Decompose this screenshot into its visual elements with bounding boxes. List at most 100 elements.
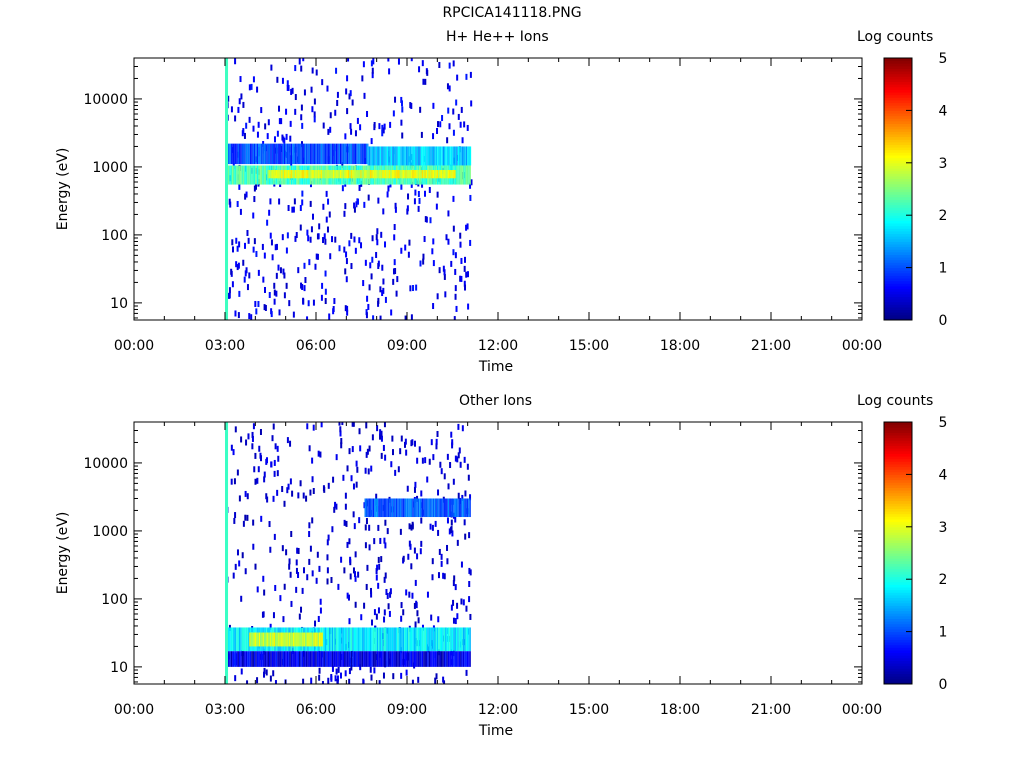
count-cell: [440, 553, 443, 560]
count-cell: [255, 651, 257, 667]
count-cell: [242, 101, 245, 108]
count-cell: [353, 651, 355, 667]
count-cell: [464, 165, 466, 185]
count-cell: [398, 651, 401, 667]
count-cell: [284, 632, 287, 647]
x-axis-label: Time: [478, 359, 513, 375]
count-cell: [264, 632, 266, 647]
count-cell: [256, 477, 259, 484]
count-cell: [400, 146, 402, 166]
count-cell: [418, 446, 421, 453]
count-cell: [352, 511, 355, 518]
count-cell: [275, 272, 278, 279]
count-cell: [371, 627, 373, 652]
colorbar-step: [884, 566, 912, 570]
count-cell: [398, 170, 400, 179]
count-cell: [307, 170, 309, 179]
colorbar-step: [884, 105, 912, 109]
count-cell: [280, 632, 283, 647]
panel-title: H+ He++ Ions: [446, 29, 549, 45]
count-cell: [375, 651, 377, 667]
count-cell: [382, 146, 384, 166]
count-cell: [252, 212, 255, 219]
count-cell: [264, 165, 267, 185]
count-cell: [282, 616, 285, 623]
count-cell: [457, 113, 460, 120]
count-cell: [246, 229, 249, 236]
count-cell: [387, 185, 390, 192]
count-cell: [331, 236, 334, 243]
colorbar-step: [884, 631, 912, 635]
count-cell: [292, 206, 295, 213]
count-cell: [388, 170, 391, 179]
count-cell: [435, 146, 438, 166]
count-cell: [341, 651, 343, 667]
count-cell: [412, 498, 414, 518]
count-cell: [245, 191, 248, 198]
count-cell: [349, 170, 351, 179]
count-cell: [437, 489, 440, 496]
count-cell: [273, 459, 276, 466]
count-cell: [232, 572, 235, 579]
count-cell: [315, 69, 318, 76]
count-cell: [401, 651, 403, 667]
count-cell: [289, 440, 292, 447]
count-cell: [310, 677, 313, 684]
count-cell: [337, 627, 339, 652]
count-cell: [336, 675, 339, 682]
count-cell: [387, 627, 390, 652]
count-cell: [446, 146, 449, 166]
count-cell: [384, 241, 387, 248]
colorbar-step: [884, 435, 912, 439]
count-cell: [280, 118, 283, 125]
count-cell: [449, 146, 451, 166]
count-cell: [252, 543, 255, 550]
colorbar-step: [884, 477, 912, 481]
count-cell: [301, 190, 304, 197]
count-cell: [320, 170, 323, 179]
count-cell: [380, 452, 383, 459]
count-cell: [435, 443, 438, 450]
count-cell: [291, 490, 294, 497]
count-cell: [254, 300, 257, 307]
count-cell: [296, 651, 298, 667]
count-cell: [429, 523, 432, 530]
count-cell: [331, 170, 333, 179]
colorbar-tick-label: 2: [939, 208, 948, 224]
count-cell: [277, 264, 280, 271]
count-cell: [264, 143, 267, 165]
count-cell: [294, 632, 296, 647]
count-cell: [274, 443, 277, 450]
colorbar-step: [884, 220, 912, 224]
count-cell: [418, 170, 421, 179]
count-cell: [315, 577, 318, 584]
spectrogram-chart: 00:00 03:00 06:00 09:00 12:00 15:00 18:00 21:00…: [55, 51, 948, 375]
count-cell: [330, 651, 332, 667]
count-cell: [384, 454, 387, 461]
count-cell: [282, 170, 284, 179]
count-cell: [416, 498, 418, 518]
count-cell: [460, 106, 463, 113]
count-cell: [462, 165, 465, 185]
count-cell: [283, 143, 286, 165]
count-cell: [460, 561, 463, 568]
count-cell: [457, 165, 459, 185]
count-cell: [273, 651, 275, 667]
colorbar-step: [884, 118, 912, 122]
count-cell: [418, 197, 421, 204]
count-cell: [428, 498, 431, 518]
count-cell: [417, 651, 420, 667]
count-cell: [260, 651, 263, 667]
count-cell: [354, 551, 357, 558]
count-cell: [237, 312, 240, 319]
count-cell: [423, 146, 425, 166]
colorbar-step: [884, 236, 912, 240]
count-cell: [272, 495, 275, 502]
count-cell: [413, 627, 416, 652]
count-cell: [392, 449, 395, 456]
spectrogram-data: [225, 422, 472, 684]
count-cell: [468, 567, 471, 574]
count-cell: [365, 518, 368, 525]
count-cell: [319, 451, 322, 458]
count-cell: [273, 282, 276, 289]
